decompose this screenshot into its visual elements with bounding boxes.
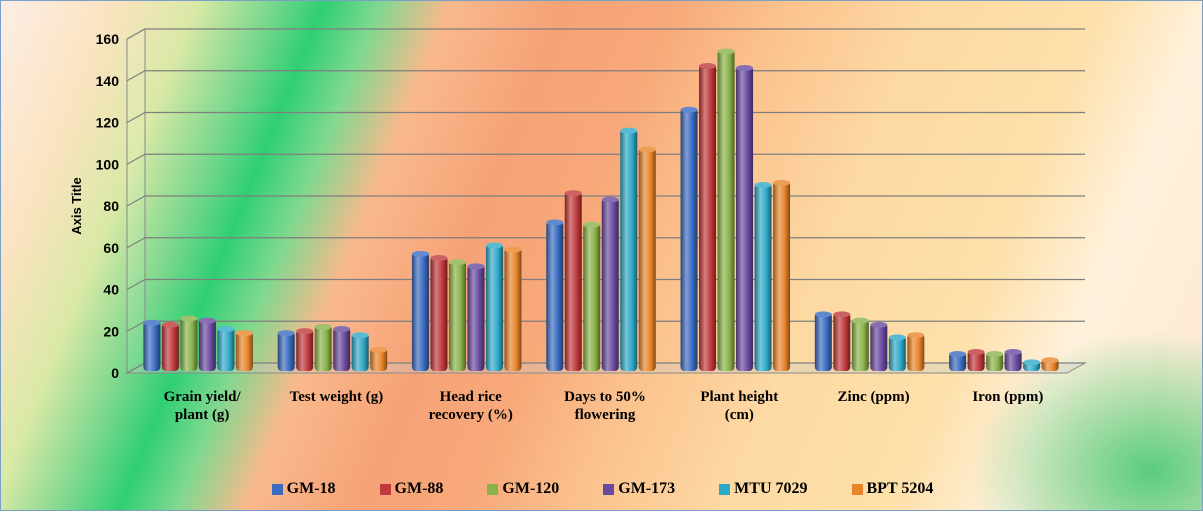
bar	[888, 334, 906, 371]
legend-swatch	[487, 483, 499, 495]
legend-label: GM-88	[394, 480, 444, 497]
bar	[601, 196, 619, 371]
x-tick-label: Plant height (cm)	[700, 389, 778, 423]
bar	[143, 319, 161, 371]
bar	[564, 190, 582, 371]
bar	[546, 219, 564, 371]
legend-item: GM-18	[271, 480, 336, 498]
bar	[235, 330, 253, 371]
y-tick-label: 140	[96, 73, 120, 89]
y-tick-label: 60	[103, 240, 119, 256]
bar	[1041, 357, 1059, 371]
bar	[370, 346, 388, 371]
bar	[333, 325, 351, 371]
bar	[351, 332, 369, 371]
bar	[448, 259, 466, 371]
y-tick-label: 80	[103, 198, 119, 214]
bar	[583, 221, 601, 371]
bar	[699, 62, 717, 372]
gridline	[126, 28, 1085, 40]
x-tick-label: Grain yield/plant (g)	[164, 389, 242, 423]
legend-label: BPT 5204	[866, 480, 934, 497]
gridline	[126, 111, 1085, 124]
bar	[1023, 359, 1041, 371]
bar	[430, 255, 448, 371]
legend-label: GM-120	[502, 480, 560, 497]
gridline	[126, 153, 1085, 165]
legend-swatch	[379, 483, 391, 495]
gridlines	[126, 28, 1085, 374]
y-axis: 0 20 40 60 80 100 120 140 160	[96, 31, 120, 381]
y-tick-label: 100	[96, 156, 120, 172]
bar	[870, 321, 888, 371]
bar	[504, 246, 522, 371]
legend-swatch	[851, 483, 863, 495]
bar	[736, 65, 754, 372]
bar	[680, 106, 698, 372]
bar	[717, 48, 735, 371]
y-tick-label: 40	[103, 282, 119, 298]
bar	[277, 330, 295, 371]
bar	[620, 127, 638, 371]
x-tick-label: Iron (ppm)	[972, 389, 1043, 405]
bar	[296, 328, 314, 371]
y-axis-title: Axis Title	[69, 177, 84, 235]
bar	[754, 181, 772, 371]
legend-swatch	[719, 483, 731, 495]
bar	[198, 317, 216, 371]
legend-label: MTU 7029	[734, 480, 808, 497]
legend-label: GM-173	[618, 480, 676, 497]
legend-item: GM-173	[603, 480, 675, 498]
x-tick-label: Zinc (ppm)	[838, 389, 910, 405]
legend-item: MTU 7029	[719, 480, 808, 498]
legend-item: GM-120	[487, 480, 559, 498]
bar	[907, 332, 925, 371]
x-tick-label: Days to 50% flowering	[564, 389, 646, 423]
bar	[1004, 348, 1022, 371]
bar	[773, 179, 791, 371]
bar	[161, 321, 179, 371]
legend: GM-18 GM-88 GM-120 GM-173 MTU 7029 BPT 5204	[1, 477, 1203, 501]
legend-item: BPT 5204	[851, 480, 934, 498]
bar	[814, 311, 832, 371]
x-tick-label: Head rice recovery (%)	[429, 389, 513, 423]
gridline	[126, 70, 1085, 82]
bar	[833, 311, 851, 371]
bars	[143, 48, 1059, 372]
bar	[949, 351, 967, 371]
gridline	[126, 278, 1085, 291]
y-tick-label: 0	[111, 365, 119, 381]
bar	[180, 315, 198, 371]
bar	[411, 250, 429, 371]
bar	[314, 323, 332, 371]
y-tick-label: 120	[96, 115, 120, 131]
bar	[467, 263, 485, 371]
legend-item: GM-88	[379, 480, 444, 498]
bar	[217, 325, 235, 371]
legend-swatch	[603, 483, 615, 495]
legend-swatch	[271, 483, 283, 495]
legend-label: GM-18	[286, 480, 336, 497]
x-axis: Grain yield/plant (g) Test weight (g) Head…	[164, 389, 1044, 423]
gridline	[126, 195, 1085, 207]
y-tick-label: 160	[96, 31, 120, 47]
bar	[967, 348, 985, 371]
bar	[485, 242, 503, 371]
x-tick-label: Test weight (g)	[290, 389, 384, 405]
gridline	[126, 237, 1085, 249]
bar	[986, 351, 1004, 371]
bar	[851, 317, 869, 371]
y-tick-label: 20	[103, 323, 119, 339]
bar	[638, 146, 656, 371]
